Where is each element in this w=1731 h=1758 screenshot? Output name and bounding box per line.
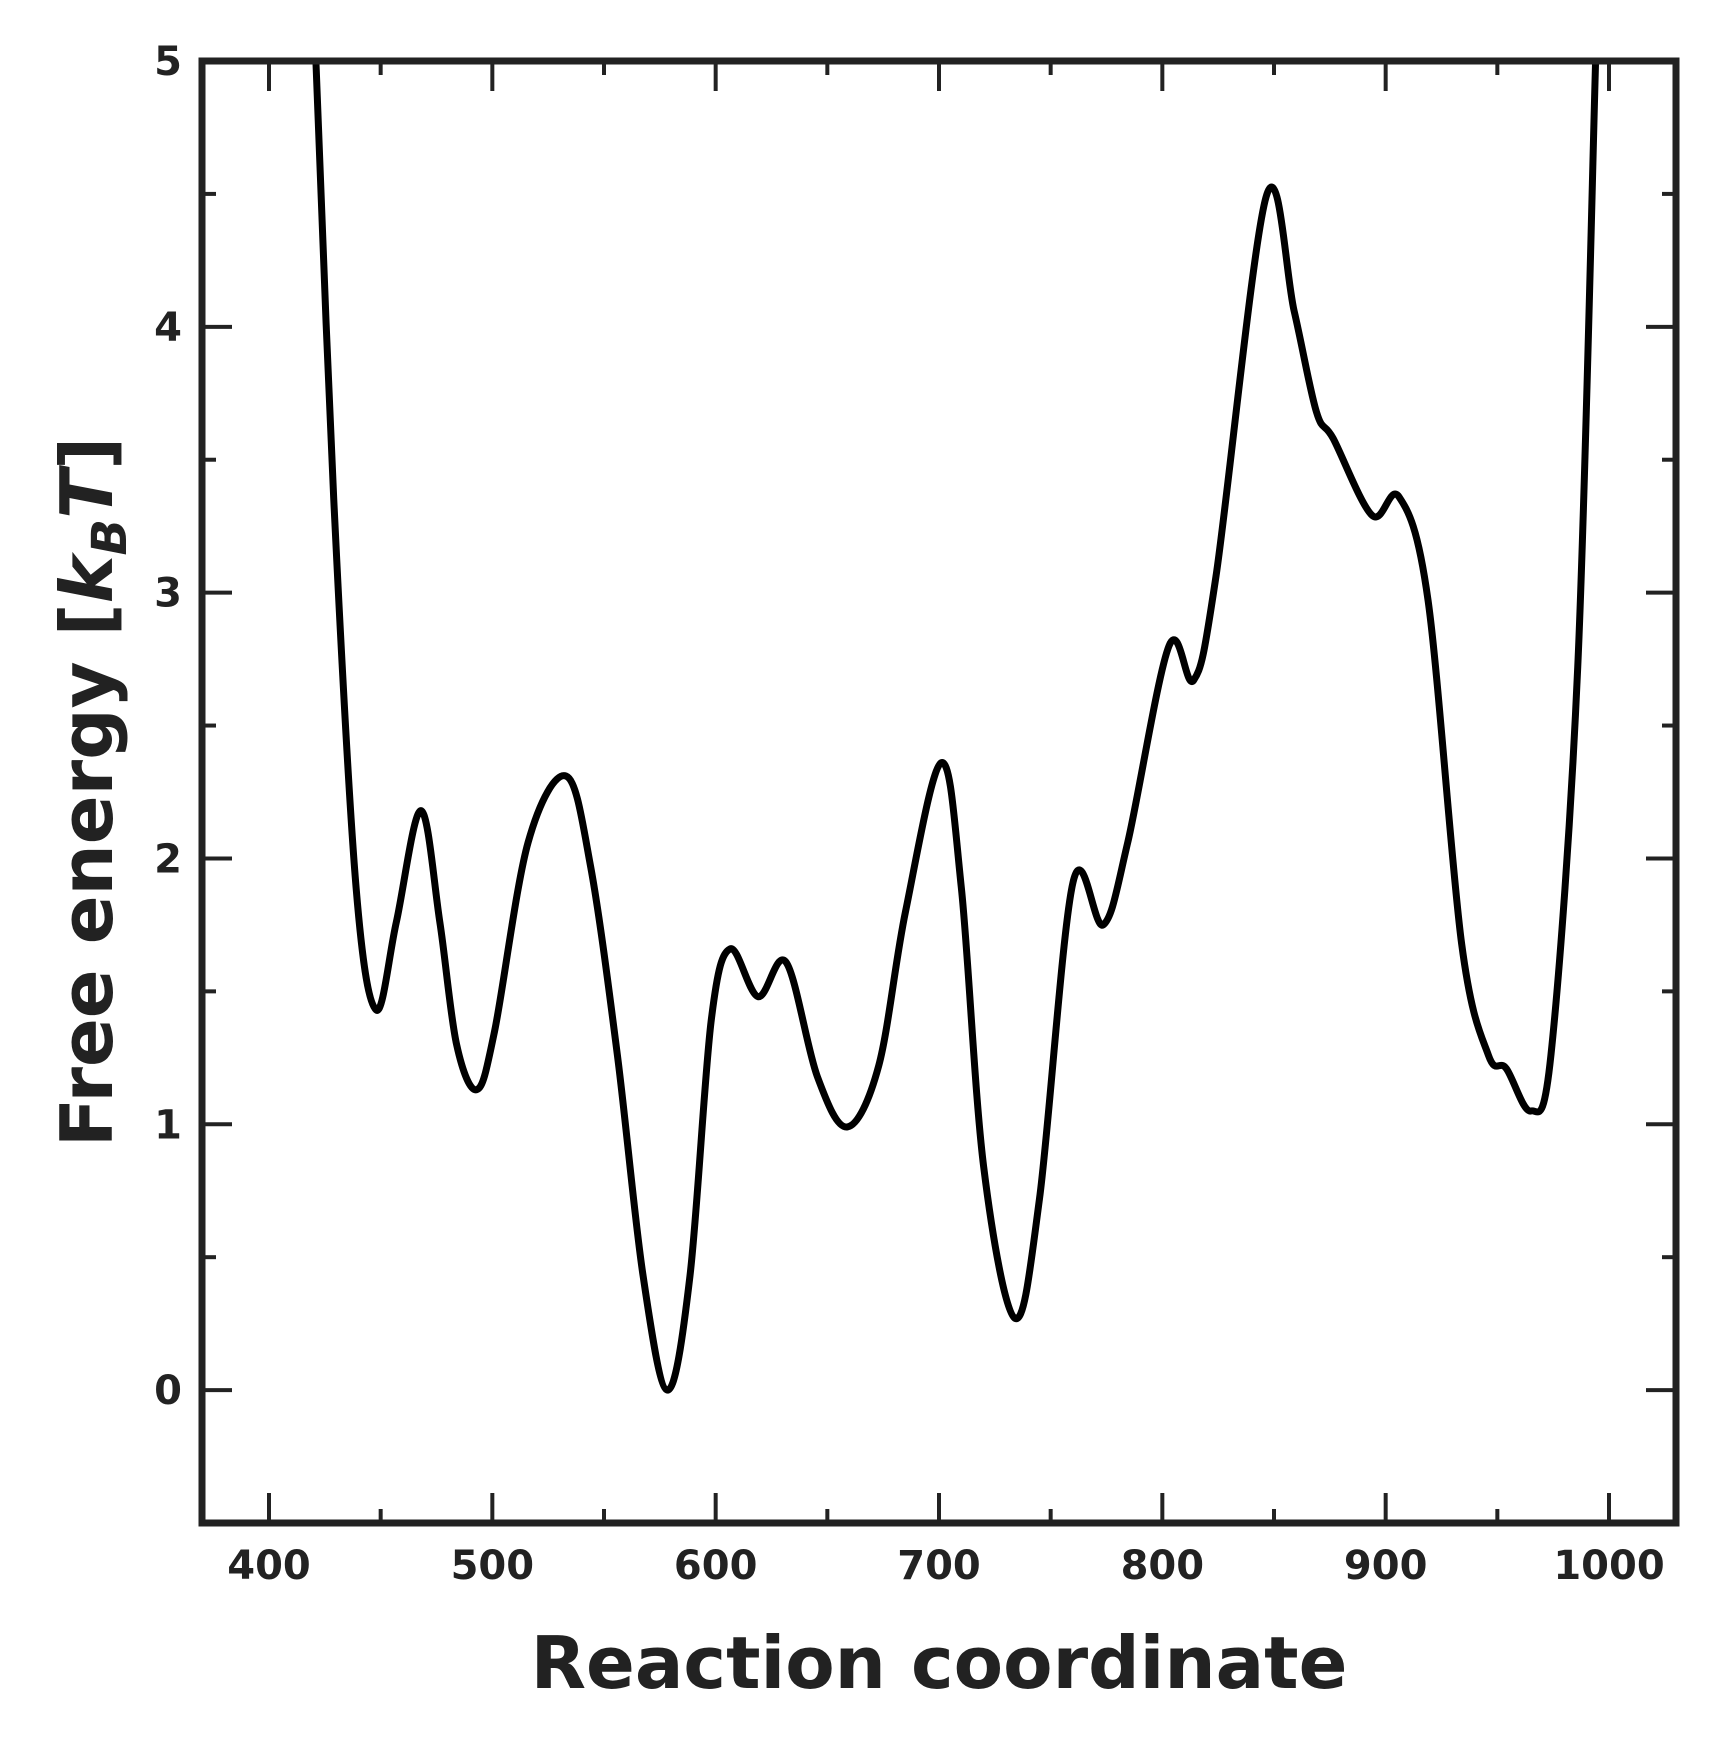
x-tick-label: 600 — [674, 1543, 758, 1589]
y-axis-label-part: k — [45, 551, 129, 603]
y-axis-label-part: Free energy [ — [45, 603, 129, 1147]
y-tick-label: 4 — [154, 305, 182, 351]
x-axis-label: Reaction coordinate — [531, 1621, 1348, 1705]
x-tick-label: 500 — [451, 1543, 535, 1589]
plot-frame — [198, 57, 1680, 1527]
plot-area — [312, 61, 1600, 1394]
x-tick-label: 700 — [897, 1543, 981, 1589]
x-tick-label: 800 — [1121, 1543, 1205, 1589]
line — [312, 61, 1600, 1394]
y-tick-label: 1 — [154, 1102, 182, 1148]
y-tick-label: 5 — [154, 39, 182, 85]
x-tick-label: 400 — [227, 1543, 311, 1589]
y-axis-label: Free energy [kBT] — [45, 437, 138, 1147]
y-axis-label-part: B — [82, 519, 138, 556]
y-tick-label: 2 — [154, 836, 182, 882]
x-tick-label: 900 — [1344, 1543, 1428, 1589]
y-tick-label: 0 — [154, 1368, 182, 1414]
y-axis-label-part: ] — [45, 437, 129, 470]
y-axis-label-part: T — [45, 465, 129, 519]
y-tick-label: 3 — [154, 571, 182, 617]
x-tick-label: 1000 — [1553, 1543, 1664, 1589]
